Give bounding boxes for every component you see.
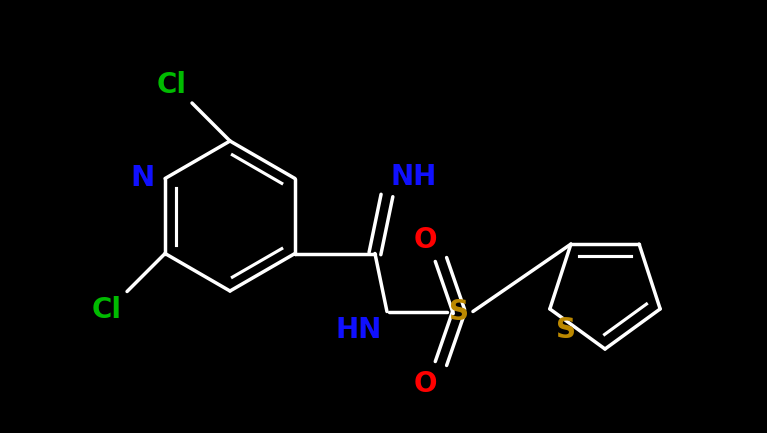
Text: N: N xyxy=(131,165,155,193)
Text: Cl: Cl xyxy=(92,295,122,323)
Text: HN: HN xyxy=(336,317,382,345)
Text: S: S xyxy=(556,316,576,344)
Text: NH: NH xyxy=(391,162,437,191)
Text: S: S xyxy=(449,297,469,326)
Text: Cl: Cl xyxy=(157,71,187,99)
Text: O: O xyxy=(413,226,437,253)
Text: O: O xyxy=(413,369,437,397)
